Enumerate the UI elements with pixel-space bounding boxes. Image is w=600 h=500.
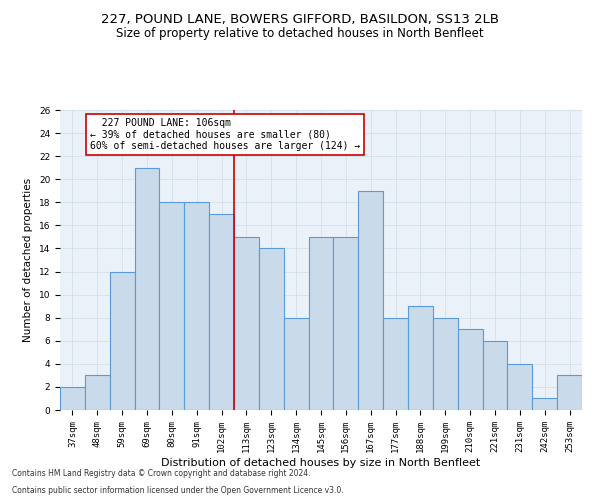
Bar — [383, 318, 408, 410]
Bar — [408, 306, 433, 410]
Bar — [284, 318, 308, 410]
X-axis label: Distribution of detached houses by size in North Benfleet: Distribution of detached houses by size … — [161, 458, 481, 468]
Bar — [308, 237, 334, 410]
Bar — [234, 237, 259, 410]
Bar — [259, 248, 284, 410]
Bar — [85, 376, 110, 410]
Bar — [160, 202, 184, 410]
Bar — [557, 376, 582, 410]
Bar — [209, 214, 234, 410]
Y-axis label: Number of detached properties: Number of detached properties — [23, 178, 33, 342]
Text: Contains HM Land Registry data © Crown copyright and database right 2024.: Contains HM Land Registry data © Crown c… — [12, 468, 311, 477]
Bar — [334, 237, 358, 410]
Text: Size of property relative to detached houses in North Benfleet: Size of property relative to detached ho… — [116, 28, 484, 40]
Bar — [508, 364, 532, 410]
Bar — [184, 202, 209, 410]
Bar — [134, 168, 160, 410]
Text: Contains public sector information licensed under the Open Government Licence v3: Contains public sector information licen… — [12, 486, 344, 495]
Bar — [358, 191, 383, 410]
Bar — [482, 341, 508, 410]
Bar — [458, 329, 482, 410]
Text: 227, POUND LANE, BOWERS GIFFORD, BASILDON, SS13 2LB: 227, POUND LANE, BOWERS GIFFORD, BASILDO… — [101, 12, 499, 26]
Bar — [532, 398, 557, 410]
Bar — [433, 318, 458, 410]
Text: 227 POUND LANE: 106sqm
← 39% of detached houses are smaller (80)
60% of semi-det: 227 POUND LANE: 106sqm ← 39% of detached… — [90, 118, 360, 152]
Bar — [60, 387, 85, 410]
Bar — [110, 272, 134, 410]
